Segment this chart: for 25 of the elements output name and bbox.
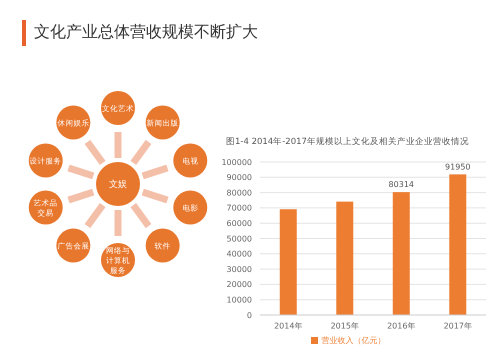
y-tick-label: 20000 bbox=[226, 280, 252, 290]
bar bbox=[449, 174, 466, 315]
x-tick-label: 2015年 bbox=[330, 322, 359, 331]
y-tick-label: 100000 bbox=[221, 158, 252, 167]
x-tick-label: 2014年 bbox=[274, 322, 302, 331]
chart-title: 文化产业总体营收规模不断扩大 bbox=[34, 22, 258, 43]
bar bbox=[392, 192, 410, 315]
text: 文娱 bbox=[109, 179, 127, 190]
legend-label: 营业收入（亿元） bbox=[322, 336, 386, 345]
y-tick-label: 40000 bbox=[226, 250, 252, 259]
y-tick-label: 90000 bbox=[226, 173, 252, 182]
y-tick-label: 0 bbox=[246, 310, 252, 320]
y-tick-label: 10000 bbox=[226, 296, 252, 305]
data-label: 80314 bbox=[388, 180, 414, 190]
x-tick-label: 2016年 bbox=[387, 322, 416, 331]
y-tick-label: 70000 bbox=[226, 204, 252, 213]
data-label: 91950 bbox=[445, 162, 470, 172]
chart-subtitle: 图1-4 2014年-2017年规模以上文化及相关产业企业营收情况 bbox=[226, 136, 469, 148]
y-tick-label: 50000 bbox=[226, 234, 252, 244]
bar bbox=[280, 209, 297, 315]
y-tick-label: 30000 bbox=[226, 264, 252, 274]
x-tick-label: 2017年 bbox=[444, 322, 472, 331]
y-tick-label: 60000 bbox=[226, 219, 252, 228]
y-tick-label: 80000 bbox=[226, 188, 252, 198]
bar bbox=[336, 202, 354, 315]
